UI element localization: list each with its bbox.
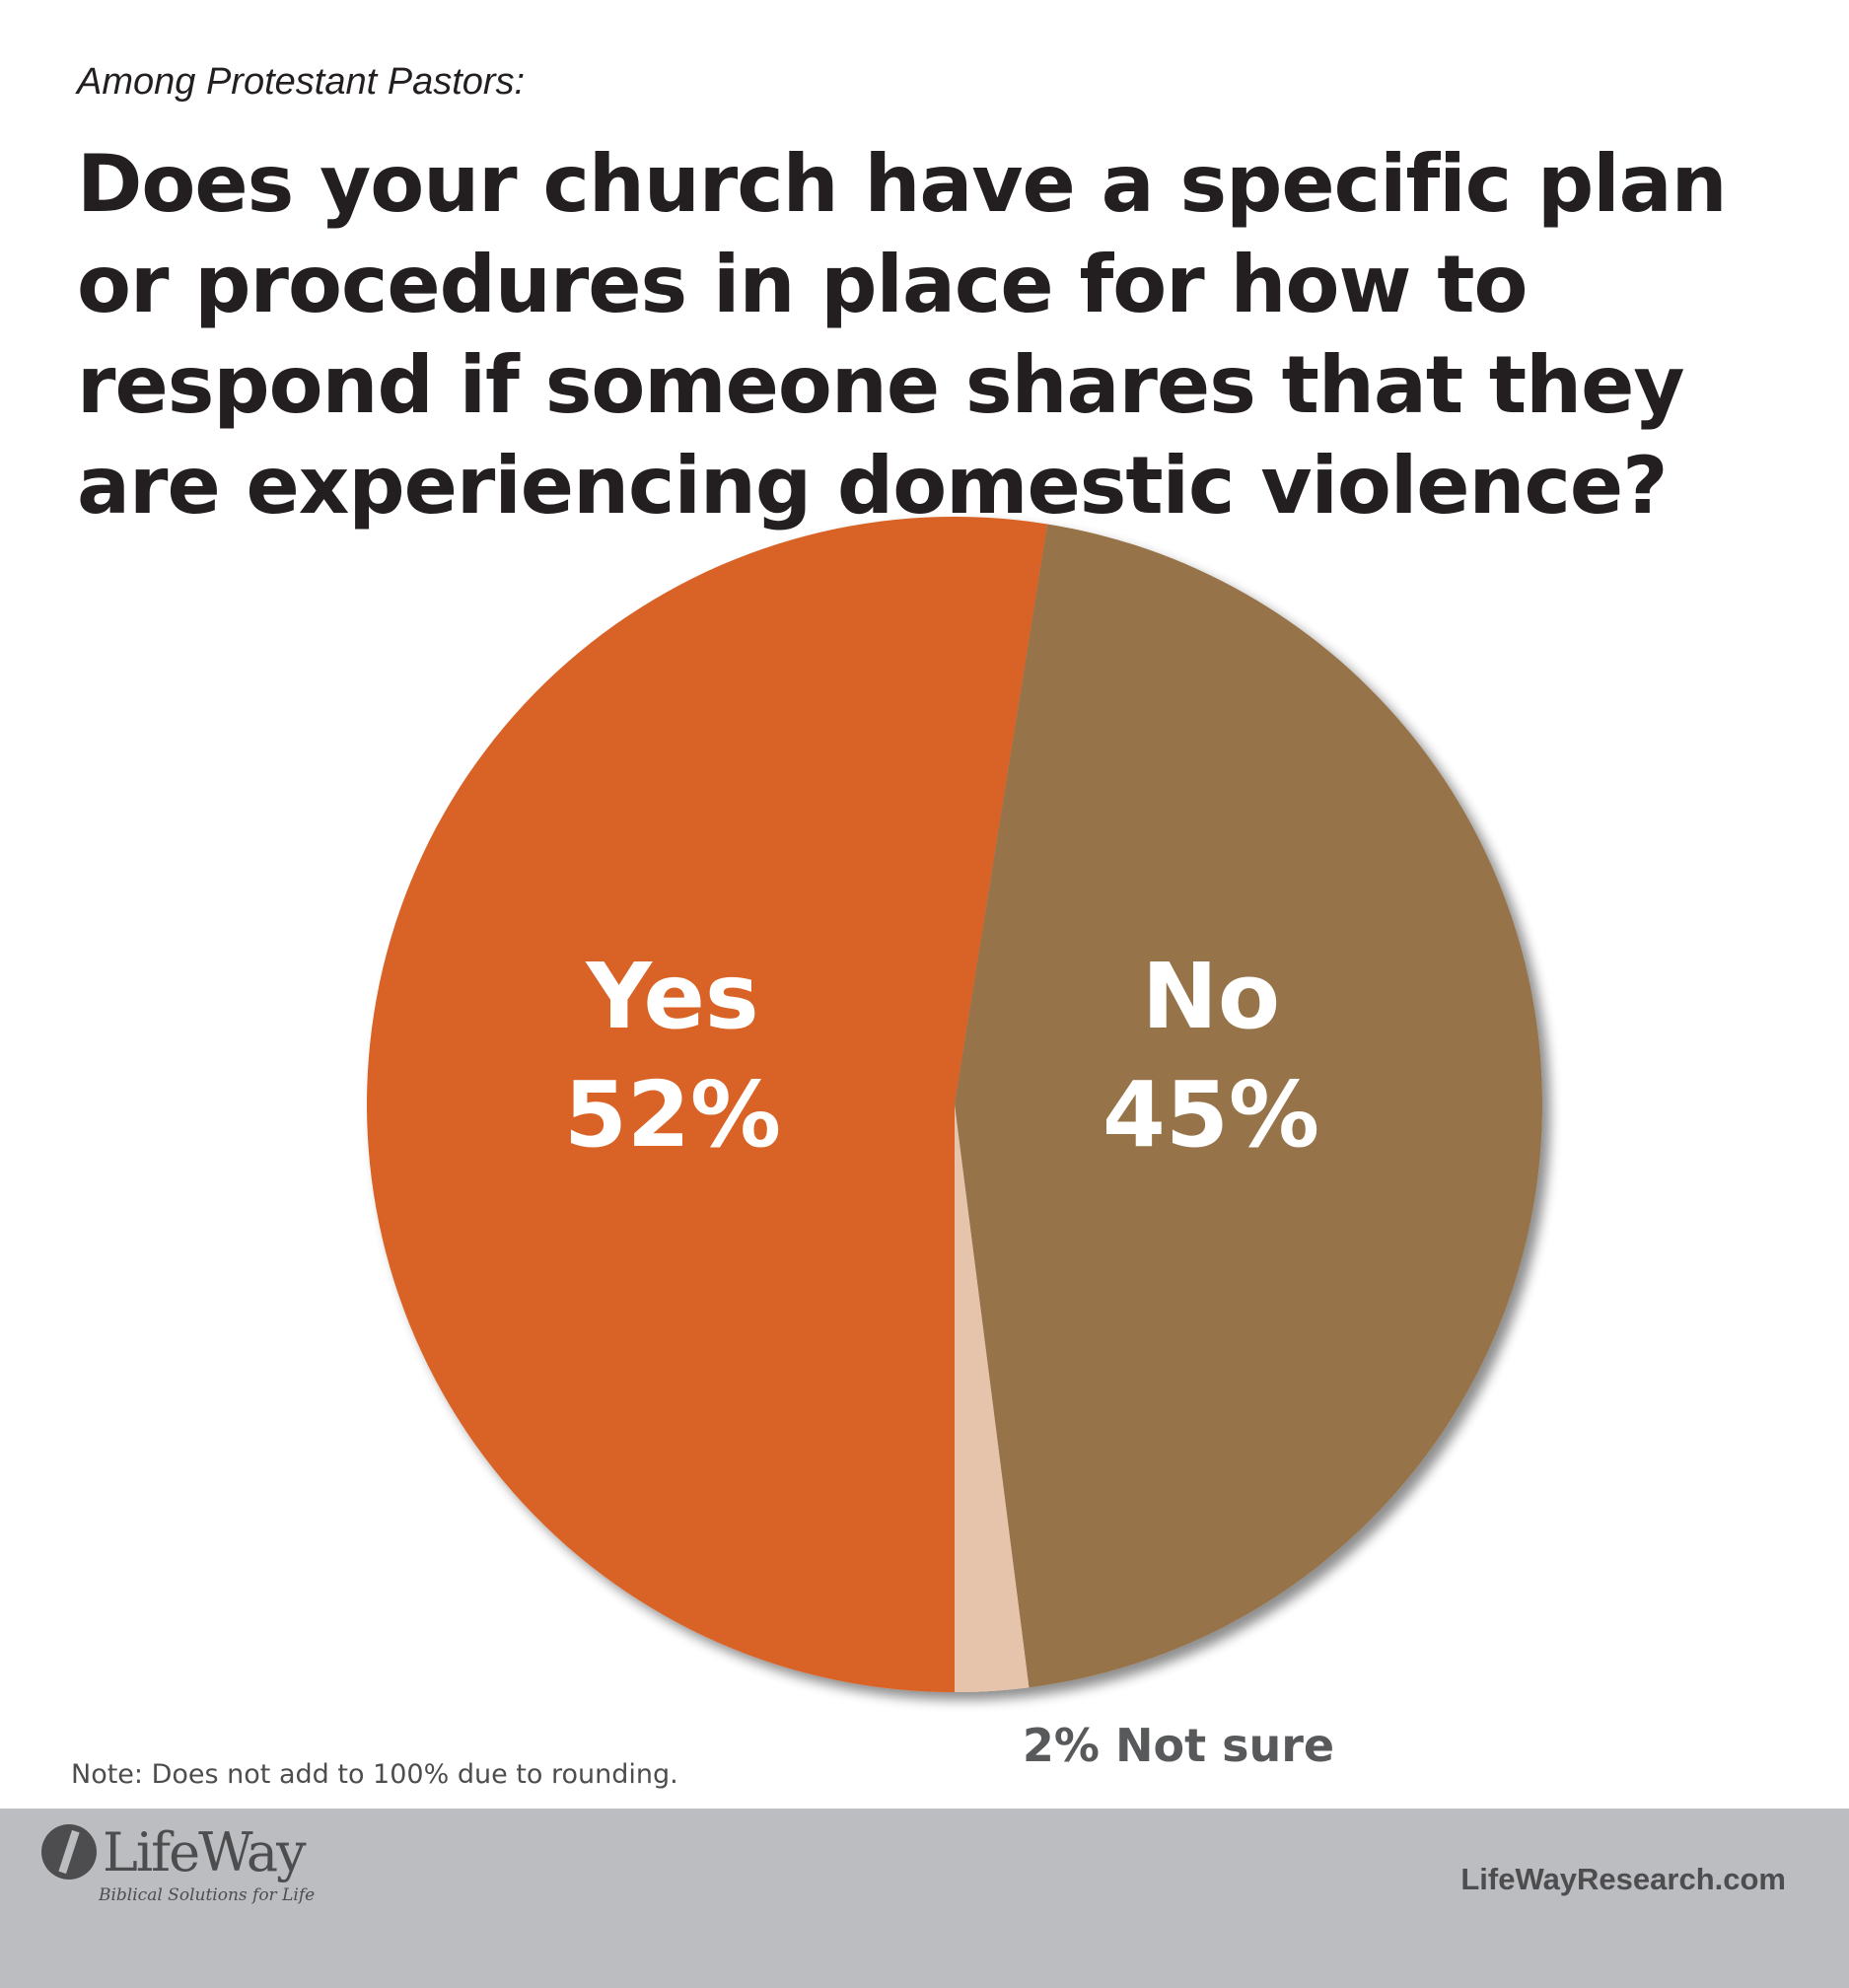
pie-chart: Yes 52% No 45% 2% Not sure	[367, 516, 1542, 1772]
pie-slice-yes	[367, 516, 1048, 1692]
chart-title: Does your church have a specific plan or…	[77, 138, 1728, 532]
chart-note: Note: Does not add to 100% due to roundi…	[71, 1759, 678, 1790]
slice-value-no: 45%	[1102, 1062, 1319, 1168]
pie-slice-not-sure	[955, 1104, 1030, 1693]
slice-value-yes: 52%	[564, 1062, 781, 1168]
website-link[interactable]: LifeWayResearch.com	[1460, 1862, 1786, 1896]
footer-bar	[0, 1809, 1849, 1988]
chart-subtitle: Among Protestant Pastors:	[77, 61, 526, 103]
pie-slice-no	[955, 524, 1542, 1688]
slice-label-not-sure: 2% Not sure	[1023, 1719, 1334, 1772]
slice-label-no: No	[1142, 944, 1280, 1049]
lifeway-logo-icon	[41, 1824, 97, 1880]
logo-tagline: Biblical Solutions for Life	[99, 1885, 316, 1905]
logo-text: LifeWay	[103, 1820, 307, 1883]
slice-label-yes: Yes	[585, 944, 758, 1049]
lifeway-logo: LifeWay	[41, 1812, 307, 1891]
